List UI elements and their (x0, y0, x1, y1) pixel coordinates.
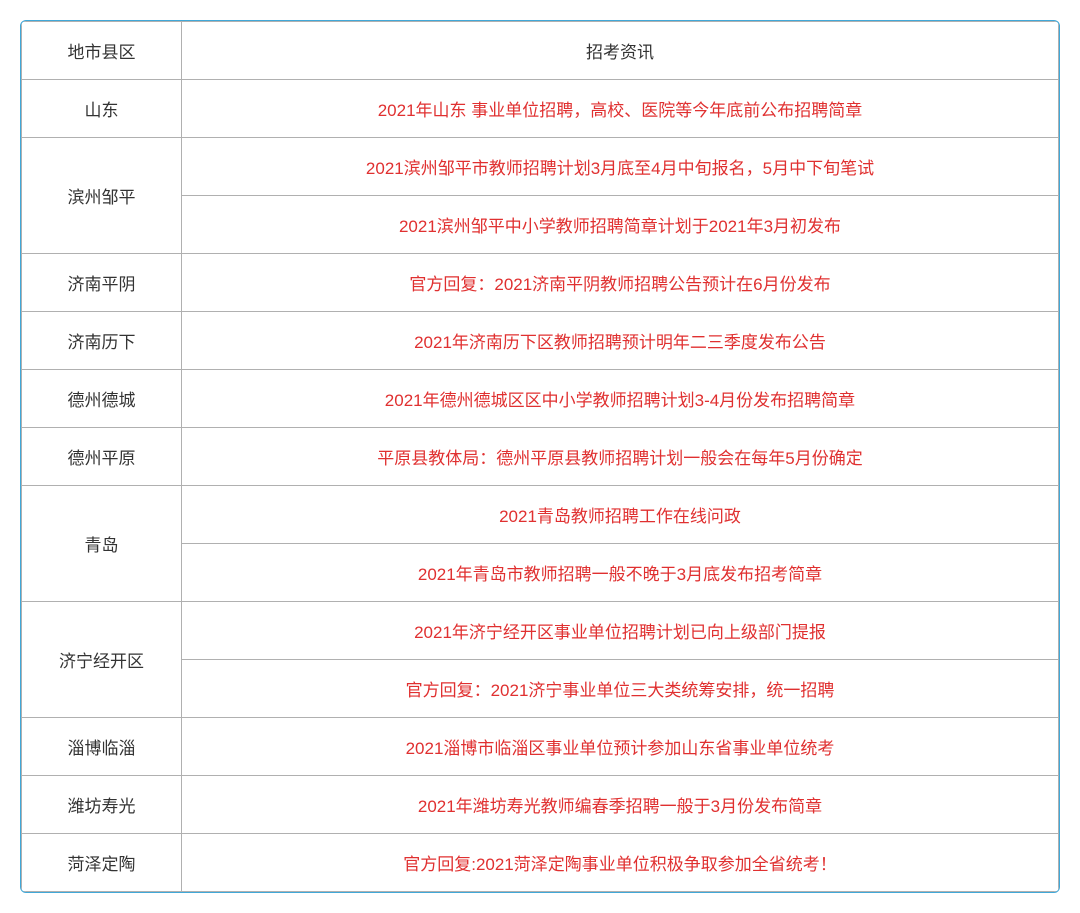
info-cell[interactable]: 2021年济南历下区教师招聘预计明年二三季度发布公告 (182, 312, 1059, 370)
region-cell: 德州德城 (22, 370, 182, 428)
header-info: 招考资讯 (182, 22, 1059, 80)
region-cell: 济南历下 (22, 312, 182, 370)
region-cell: 青岛 (22, 486, 182, 602)
table-row: 淄博临淄2021淄博市临淄区事业单位预计参加山东省事业单位统考 (22, 718, 1059, 776)
table-row: 济南平阴官方回复：2021济南平阴教师招聘公告预计在6月份发布 (22, 254, 1059, 312)
table-row: 滨州邹平2021滨州邹平市教师招聘计划3月底至4月中旬报名，5月中下旬笔试 (22, 138, 1059, 196)
region-cell: 潍坊寿光 (22, 776, 182, 834)
info-cell[interactable]: 2021淄博市临淄区事业单位预计参加山东省事业单位统考 (182, 718, 1059, 776)
info-cell[interactable]: 2021滨州邹平市教师招聘计划3月底至4月中旬报名，5月中下旬笔试 (182, 138, 1059, 196)
region-cell: 济宁经开区 (22, 602, 182, 718)
table-row: 济宁经开区2021年济宁经开区事业单位招聘计划已向上级部门提报 (22, 602, 1059, 660)
region-cell: 德州平原 (22, 428, 182, 486)
info-cell[interactable]: 平原县教体局：德州平原县教师招聘计划一般会在每年5月份确定 (182, 428, 1059, 486)
region-cell: 淄博临淄 (22, 718, 182, 776)
table-header-row: 地市县区 招考资讯 (22, 22, 1059, 80)
info-cell[interactable]: 2021年德州德城区区中小学教师招聘计划3-4月份发布招聘简章 (182, 370, 1059, 428)
table-row: 济南历下2021年济南历下区教师招聘预计明年二三季度发布公告 (22, 312, 1059, 370)
region-cell: 济南平阴 (22, 254, 182, 312)
info-cell[interactable]: 官方回复:2021菏泽定陶事业单位积极争取参加全省统考！ (182, 834, 1059, 892)
info-cell[interactable]: 2021滨州邹平中小学教师招聘简章计划于2021年3月初发布 (182, 196, 1059, 254)
info-cell[interactable]: 官方回复：2021济宁事业单位三大类统筹安排，统一招聘 (182, 660, 1059, 718)
table-row: 青岛2021青岛教师招聘工作在线问政 (22, 486, 1059, 544)
info-cell[interactable]: 2021年青岛市教师招聘一般不晚于3月底发布招考简章 (182, 544, 1059, 602)
recruitment-table: 地市县区 招考资讯 山东2021年山东 事业单位招聘，高校、医院等今年底前公布招… (21, 21, 1059, 892)
region-cell: 菏泽定陶 (22, 834, 182, 892)
table-row: 潍坊寿光2021年潍坊寿光教师编春季招聘一般于3月份发布简章 (22, 776, 1059, 834)
table-row: 山东2021年山东 事业单位招聘，高校、医院等今年底前公布招聘简章 (22, 80, 1059, 138)
recruitment-table-container: 地市县区 招考资讯 山东2021年山东 事业单位招聘，高校、医院等今年底前公布招… (20, 20, 1060, 893)
info-cell[interactable]: 2021年山东 事业单位招聘，高校、医院等今年底前公布招聘简章 (182, 80, 1059, 138)
table-row: 菏泽定陶官方回复:2021菏泽定陶事业单位积极争取参加全省统考！ (22, 834, 1059, 892)
region-cell: 山东 (22, 80, 182, 138)
region-cell: 滨州邹平 (22, 138, 182, 254)
info-cell[interactable]: 2021年潍坊寿光教师编春季招聘一般于3月份发布简章 (182, 776, 1059, 834)
table-row: 德州德城2021年德州德城区区中小学教师招聘计划3-4月份发布招聘简章 (22, 370, 1059, 428)
info-cell[interactable]: 2021年济宁经开区事业单位招聘计划已向上级部门提报 (182, 602, 1059, 660)
info-cell[interactable]: 2021青岛教师招聘工作在线问政 (182, 486, 1059, 544)
table-row: 德州平原平原县教体局：德州平原县教师招聘计划一般会在每年5月份确定 (22, 428, 1059, 486)
info-cell[interactable]: 官方回复：2021济南平阴教师招聘公告预计在6月份发布 (182, 254, 1059, 312)
header-region: 地市县区 (22, 22, 182, 80)
